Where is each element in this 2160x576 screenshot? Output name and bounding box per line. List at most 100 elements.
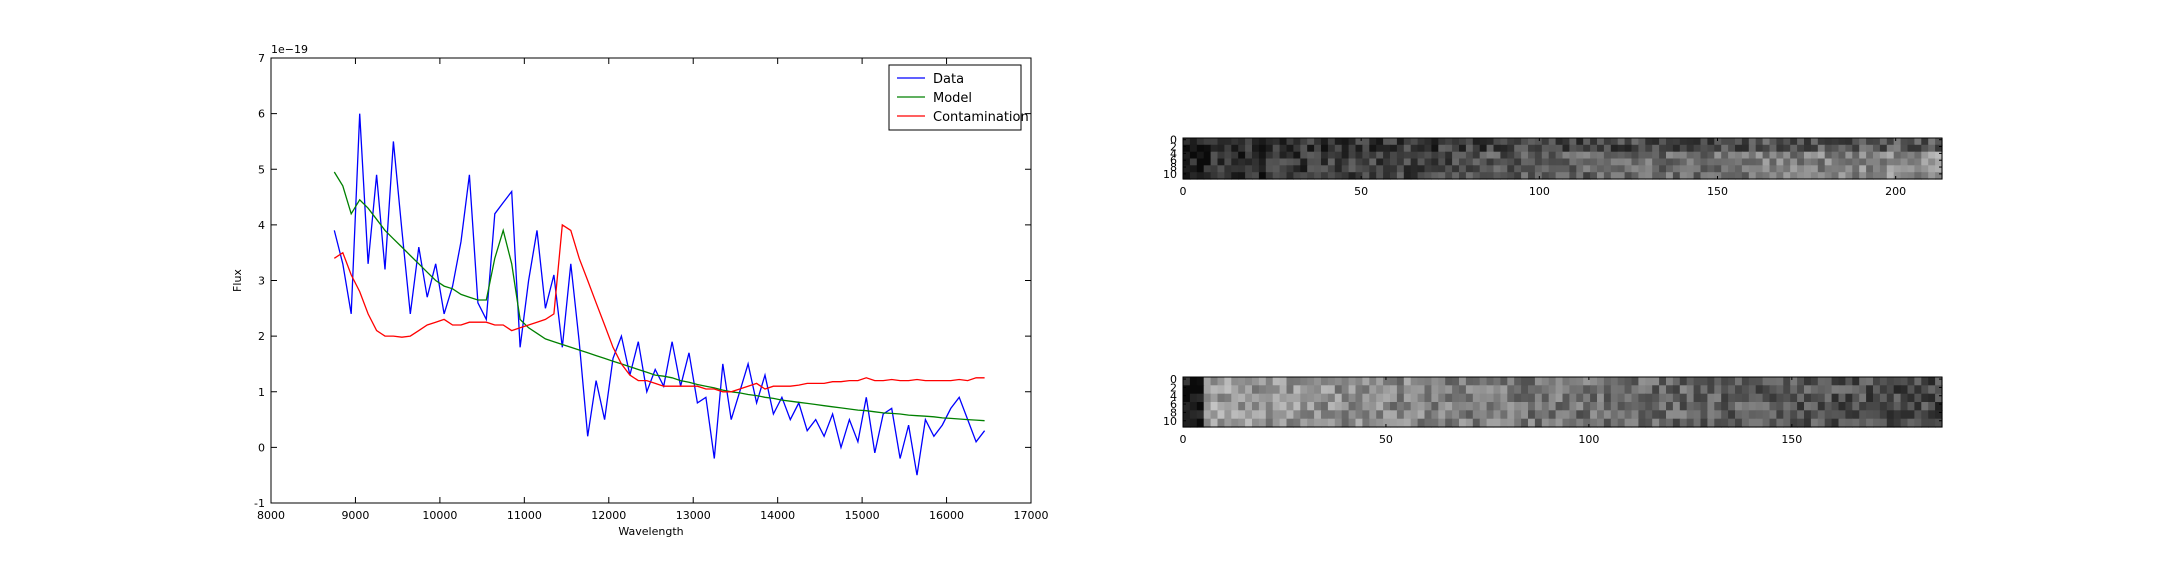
image-pixel [1224,172,1232,180]
image-pixel [1555,165,1564,173]
image-pixel [1424,402,1432,411]
image-pixel [1879,418,1888,428]
image-pixel [1597,418,1605,428]
image-pixel [1714,165,1722,173]
image-pixel [1196,158,1205,166]
image-pixel [1231,138,1239,146]
image-pixel [1735,393,1743,403]
image-pixel [1362,377,1370,386]
image-pixel [1562,410,1570,420]
image-pixel [1921,410,1929,420]
image-pixel [1838,418,1846,428]
image-pixel [1741,151,1750,160]
image-pixel [1797,393,1805,403]
image-pixel [1307,402,1315,411]
image-pixel [1286,377,1294,386]
image-pixel [1852,393,1860,403]
image-pixel [1528,402,1536,411]
image-pixel [1748,385,1757,395]
image-pixel [1541,165,1550,173]
image-pixel [1465,172,1474,180]
image-pixel [1838,393,1846,403]
image-pixel [1879,138,1888,146]
image-pixel [1852,158,1860,166]
image-pixel [1797,410,1805,420]
image-pixel [1859,165,1867,173]
image-pixel [1914,165,1922,173]
image-pixel [1576,144,1584,153]
image-pixel [1272,385,1281,395]
image-pixel [1707,138,1715,146]
image-pixel [1935,377,1943,386]
image-pixel [1224,151,1232,160]
image-pixel [1355,393,1363,403]
image-pixel [1900,144,1909,153]
image-pixel [1376,151,1384,160]
image-pixel [1659,138,1667,146]
image-pixel [1445,402,1453,411]
image-pixel [1396,172,1405,180]
image-pixel [1196,385,1205,395]
image-pixel [1293,393,1301,403]
image-pixel [1528,165,1536,173]
image-pixel [1321,138,1329,146]
image-pixel [1700,377,1708,386]
image-pixel [1721,385,1729,395]
image-pixel [1810,151,1819,160]
image-pixel [1376,393,1384,403]
image-pixel [1479,385,1488,395]
image-pixel [1500,172,1508,180]
image-pixel [1396,144,1405,153]
image-pixel [1217,385,1225,395]
image-pixel [1376,385,1384,395]
image-pixel [1783,385,1791,395]
image-pixel [1645,393,1653,403]
x-tick-label: 100 [1529,185,1550,198]
image-pixel [1624,138,1633,146]
image-pixel [1217,410,1225,420]
image-pixel [1459,402,1467,411]
image-pixel [1755,151,1764,160]
image-pixel [1245,172,1253,180]
image-pixel [1438,402,1446,411]
image-pixel [1438,418,1446,428]
image-pixel [1417,138,1426,146]
image-pixel [1631,144,1639,153]
image-pixel [1300,165,1308,173]
image-pixel [1914,418,1922,428]
image-pixel [1707,158,1715,166]
image-pixel [1465,418,1474,428]
image-pixel [1369,377,1377,386]
image-pixel [1776,402,1784,411]
image-pixel [1693,172,1702,180]
image-pixel [1307,418,1315,428]
image-pixel [1334,138,1343,146]
image-pixel [1714,418,1722,428]
image-pixel [1486,138,1495,146]
image-pixel [1334,144,1343,153]
image-pixel [1438,377,1446,386]
image-pixel [1562,172,1570,180]
image-pixel [1769,144,1777,153]
image-pixel [1569,158,1577,166]
image-pixel [1610,410,1619,420]
image-pixel [1776,377,1784,386]
image-pixel [1307,393,1315,403]
image-pixel [1500,410,1508,420]
image-pixel [1693,138,1702,146]
image-pixel [1417,151,1426,160]
image-pixel [1907,138,1915,146]
x-axis-label: Wavelength [618,525,683,538]
image-pixel [1686,377,1695,386]
image-pixel [1231,402,1239,411]
image-pixel [1348,418,1357,428]
image-pixel [1921,418,1929,428]
image-pixel [1231,172,1239,180]
image-pixel [1700,144,1708,153]
image-pixel [1735,158,1743,166]
image-pixel [1210,144,1219,153]
image-pixel [1569,410,1577,420]
image-pixel [1541,410,1550,420]
image-pixel [1817,418,1826,428]
image-pixel [1817,377,1826,386]
